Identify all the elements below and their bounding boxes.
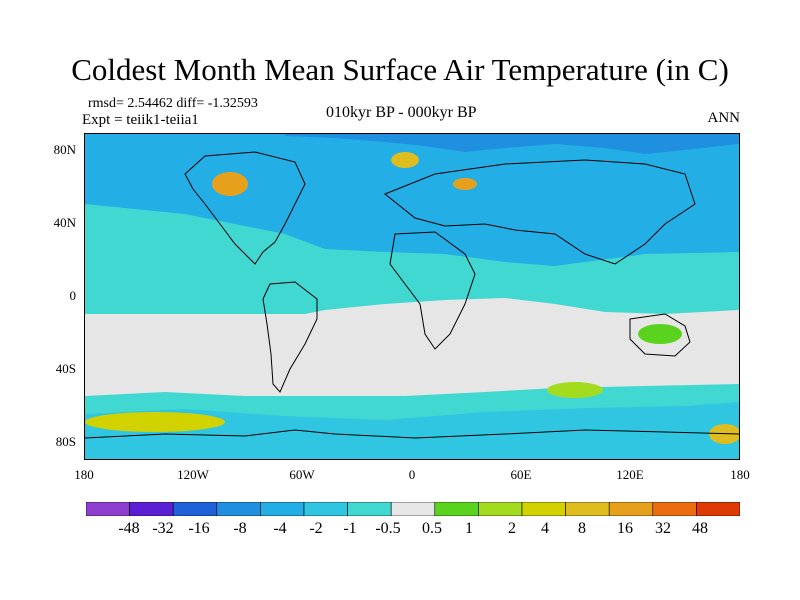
period-text: 010kyr BP - 000kyr BP	[326, 104, 477, 121]
colorbar-label: 16	[617, 520, 633, 537]
lon-label-0: 0	[408, 467, 416, 482]
warm-patch-antarctic-pacific	[85, 412, 225, 432]
colorbar-box	[172, 502, 218, 516]
lon-label-120e: 120E	[616, 467, 644, 482]
colorbar	[86, 502, 740, 516]
colorbar-box	[129, 502, 174, 516]
colorbar-label: 48	[692, 520, 708, 537]
warm-patch-siberia	[453, 178, 477, 190]
colorbar-label: 2	[508, 520, 516, 537]
colorbar-label: -2	[309, 520, 323, 537]
colorbar-box	[86, 502, 130, 516]
colorbar-label: -32	[152, 520, 174, 537]
colorbar-box	[260, 502, 305, 516]
colorbar-label: -4	[273, 520, 287, 537]
colorbar-box	[347, 502, 392, 516]
lat-label-0: 0	[69, 288, 77, 303]
lon-label-120w: 120W	[177, 467, 209, 482]
warm-patch-antarctic-east	[547, 382, 603, 398]
lat-label-40s: 40S	[55, 361, 76, 376]
colorbar-box	[521, 502, 566, 516]
map-frame	[84, 133, 740, 460]
colorbar-box	[390, 502, 436, 516]
colorbar-box	[608, 502, 654, 516]
map-svg	[85, 134, 739, 459]
lon-label-180e: 180	[730, 467, 750, 482]
ocean-band-north-blue	[85, 134, 739, 266]
lon-label-60w: 60W	[289, 467, 315, 482]
colorbar-box	[303, 502, 348, 516]
lat-label-40n: 40N	[53, 215, 76, 230]
coast-africa	[389, 231, 476, 350]
arctic-cold-patch	[285, 134, 739, 154]
colorbar-box	[434, 502, 479, 516]
colorbar-label: -8	[233, 520, 247, 537]
experiment-text: Expt = teiik1-teiia1	[82, 112, 199, 128]
colorbar-label: 32	[655, 520, 671, 537]
coast-south-america	[262, 281, 318, 393]
colorbar-box	[696, 502, 740, 516]
coast-north-america	[184, 151, 306, 265]
colorbar-label: 1	[465, 520, 473, 537]
warm-patch-scandinavia	[391, 152, 419, 168]
plot-title: Coldest Month Mean Surface Air Temperatu…	[71, 52, 729, 87]
lon-label-60e: 60E	[510, 467, 532, 482]
neutral-zone-south	[85, 298, 739, 392]
colorbar-label: -1	[343, 520, 357, 537]
coast-eurasia	[384, 159, 696, 265]
lat-label-80s: 80S	[55, 434, 76, 449]
coast-australia	[629, 313, 691, 357]
colorbar-box	[478, 502, 523, 516]
stats-text: rmsd= 2.54462 diff= -1.32593	[88, 96, 258, 111]
colorbar-label: -48	[118, 520, 140, 537]
warm-patch-canada	[212, 172, 248, 196]
colorbar-label: 0.5	[422, 520, 442, 537]
season-text: ANN	[707, 110, 741, 126]
colorbar-box	[565, 502, 610, 516]
lon-label-180w: 180	[74, 467, 94, 482]
colorbar-label: 4	[541, 520, 549, 537]
warm-patch-australia	[638, 324, 682, 344]
colorbar-label: 8	[578, 520, 586, 537]
colorbar-label: -0.5	[375, 520, 401, 537]
colorbar-label: -16	[188, 520, 210, 537]
coast-antarctica	[85, 429, 739, 439]
southern-ocean-deep	[85, 402, 739, 459]
colorbar-box	[652, 502, 697, 516]
lat-label-80n: 80N	[53, 142, 76, 157]
colorbar-box	[216, 502, 261, 516]
coastlines	[85, 151, 739, 439]
